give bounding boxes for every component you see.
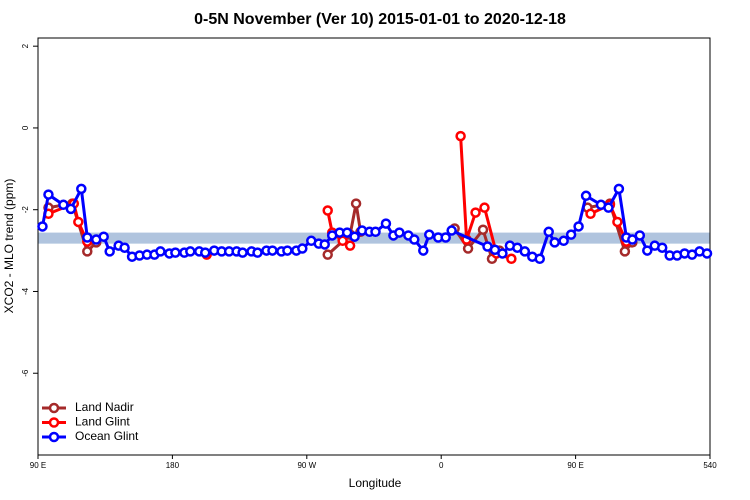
x-tick-label: 90 E bbox=[30, 461, 46, 470]
data-point bbox=[565, 229, 577, 240]
data-point bbox=[82, 232, 93, 243]
y-tick-label: -4 bbox=[21, 287, 30, 295]
data-point bbox=[104, 246, 115, 257]
data-point bbox=[613, 183, 625, 195]
y-tick-label: -6 bbox=[21, 369, 30, 377]
data-point bbox=[76, 183, 87, 195]
data-point bbox=[497, 248, 508, 259]
data-point bbox=[543, 226, 554, 238]
data-point bbox=[446, 225, 457, 236]
y-tick-label: 2 bbox=[21, 43, 30, 48]
data-point bbox=[282, 245, 293, 256]
data-point bbox=[237, 247, 248, 258]
x-tick-label: 540 bbox=[703, 461, 717, 470]
legend-label: Ocean Glint bbox=[75, 429, 139, 443]
data-point bbox=[185, 246, 196, 257]
data-point bbox=[370, 226, 381, 238]
legend-marker bbox=[48, 402, 60, 414]
data-point bbox=[477, 224, 489, 235]
data-point bbox=[580, 190, 592, 202]
data-point bbox=[58, 199, 69, 211]
data-point bbox=[424, 229, 435, 240]
data-point bbox=[409, 234, 420, 245]
data-point bbox=[267, 245, 278, 256]
data-point bbox=[252, 247, 263, 258]
chart-title: 0-5N November (Ver 10) 2015-01-01 to 202… bbox=[194, 11, 566, 28]
legend-label: Land Nadir bbox=[75, 400, 134, 414]
x-tick-label: 180 bbox=[166, 461, 180, 470]
data-point bbox=[642, 245, 653, 256]
legend-marker bbox=[48, 417, 60, 428]
data-point bbox=[43, 189, 54, 200]
data-point bbox=[37, 221, 48, 232]
data-point bbox=[455, 130, 466, 142]
data-point bbox=[170, 247, 181, 258]
data-point bbox=[656, 242, 668, 253]
data-point bbox=[200, 247, 211, 258]
x-axis-label: Longitude bbox=[349, 476, 402, 490]
x-tick-label: 0 bbox=[439, 461, 444, 470]
data-point bbox=[634, 230, 646, 241]
data-point bbox=[470, 207, 481, 218]
y-axis-label: XCO2 - MLO trend (ppm) bbox=[2, 179, 16, 314]
legend-marker bbox=[48, 431, 60, 443]
data-point bbox=[319, 239, 330, 250]
data-point bbox=[349, 231, 360, 242]
data-point bbox=[98, 231, 109, 242]
data-point bbox=[344, 240, 356, 251]
data-point bbox=[418, 245, 429, 256]
data-point bbox=[462, 243, 474, 254]
data-point bbox=[380, 218, 392, 229]
data-point bbox=[82, 246, 93, 257]
data-point bbox=[119, 242, 130, 253]
data-point bbox=[603, 202, 614, 213]
data-point bbox=[341, 227, 353, 238]
data-point bbox=[73, 216, 84, 228]
data-point bbox=[506, 253, 517, 265]
data-point bbox=[558, 235, 569, 247]
x-tick-label: 90 E bbox=[567, 461, 583, 470]
data-point bbox=[322, 205, 333, 216]
series-line bbox=[326, 203, 363, 256]
data-point bbox=[534, 253, 546, 265]
data-point bbox=[440, 232, 451, 243]
reference-band bbox=[38, 232, 710, 244]
x-tick-label: 90 W bbox=[297, 461, 316, 470]
data-point bbox=[65, 203, 77, 215]
data-point bbox=[619, 246, 631, 257]
data-point bbox=[155, 246, 166, 257]
data-point bbox=[322, 249, 333, 260]
data-point bbox=[701, 248, 713, 259]
data-point bbox=[479, 202, 490, 213]
data-point bbox=[549, 237, 560, 248]
y-tick-label: -2 bbox=[21, 206, 30, 214]
data-point bbox=[350, 198, 362, 209]
plot-frame bbox=[37, 37, 711, 456]
data-point bbox=[612, 216, 623, 228]
data-point bbox=[297, 243, 308, 254]
data-point bbox=[573, 221, 584, 232]
data-point bbox=[519, 246, 531, 257]
data-point bbox=[394, 227, 405, 238]
data-point bbox=[627, 234, 638, 245]
y-tick-label: 0 bbox=[21, 125, 30, 130]
data-point bbox=[585, 208, 596, 220]
legend-label: Land Glint bbox=[75, 415, 130, 429]
